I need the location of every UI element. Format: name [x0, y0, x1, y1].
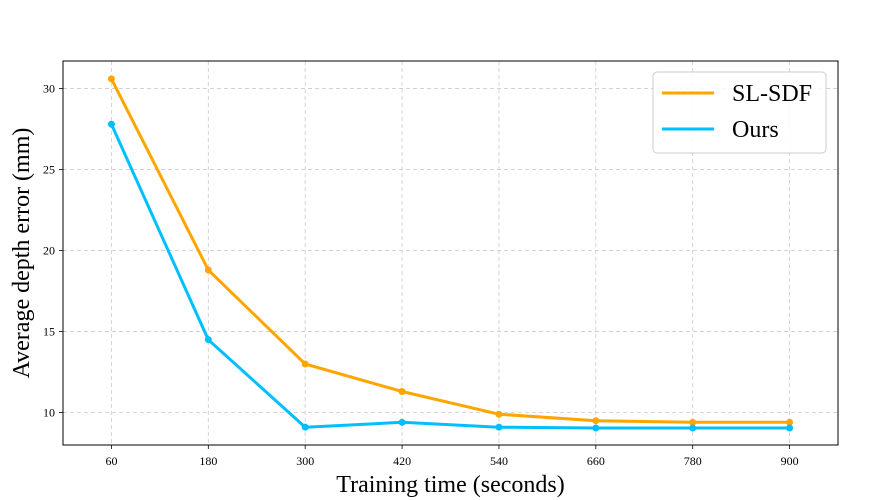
data-point-ours: [301, 423, 309, 431]
y-tick-label: 20: [43, 244, 55, 258]
data-point-ours: [107, 120, 115, 128]
x-tick-label: 300: [296, 454, 314, 468]
data-point-sl-sdf: [107, 75, 115, 83]
y-tick-label: 10: [43, 406, 55, 420]
data-point-sl-sdf: [204, 266, 212, 274]
y-tick-label: 30: [43, 82, 55, 96]
legend-label: SL-SDF: [732, 81, 812, 107]
data-point-ours: [786, 424, 794, 432]
data-point-ours: [592, 424, 600, 432]
x-tick-label: 660: [587, 454, 605, 468]
y-tick-label: 15: [43, 325, 55, 339]
x-tick-label: 540: [490, 454, 508, 468]
x-tick-label: 180: [199, 454, 217, 468]
series-line-sl-sdf: [110, 78, 790, 424]
x-tick-label: 900: [781, 454, 799, 468]
series-line-ours: [110, 123, 790, 430]
data-point-sl-sdf: [592, 417, 600, 425]
data-point-ours: [204, 336, 212, 344]
data-point-sl-sdf: [301, 360, 309, 368]
data-point-sl-sdf: [689, 418, 697, 426]
data-point-sl-sdf: [398, 388, 406, 396]
y-axis-label: Average depth error (mm): [9, 128, 35, 379]
legend: SL-SDF Ours: [652, 71, 827, 154]
series-layer: [107, 75, 794, 432]
data-point-sl-sdf: [786, 418, 794, 426]
x-axis-label: Training time (seconds): [336, 472, 564, 498]
data-point-ours: [398, 418, 406, 426]
data-point-ours: [495, 423, 503, 431]
legend-label: Ours: [732, 117, 779, 143]
plot-frame: [62, 60, 839, 446]
y-tick-label: 25: [43, 163, 55, 177]
x-tick-label: 60: [105, 454, 117, 468]
data-point-sl-sdf: [495, 410, 503, 418]
x-tick-label: 780: [684, 454, 702, 468]
data-point-ours: [689, 424, 697, 432]
axis-ticks: 60 180 300 420 540 660 780 900 10 15 20 25 30: [43, 82, 799, 468]
x-tick-label: 420: [393, 454, 411, 468]
